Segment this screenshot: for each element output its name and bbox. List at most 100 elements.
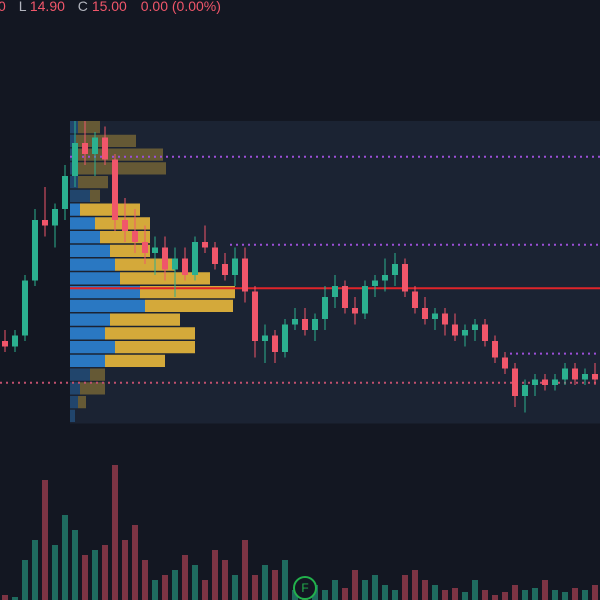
candle-body xyxy=(342,286,348,308)
candle-body xyxy=(362,286,368,314)
candle-body xyxy=(102,137,108,160)
volume-bar xyxy=(52,545,58,600)
volume xyxy=(2,465,598,600)
profile-down-bar xyxy=(105,327,195,340)
profile-up-bar xyxy=(70,244,110,257)
profile-up-bar xyxy=(70,341,115,354)
candle-body xyxy=(542,379,548,385)
low-label: L xyxy=(19,0,27,14)
volume-bar xyxy=(432,585,438,600)
volume-bar xyxy=(142,560,148,600)
candle-body xyxy=(142,242,148,253)
profile-up-bar xyxy=(70,272,120,285)
candle-body xyxy=(122,220,128,231)
candle-body xyxy=(392,264,398,275)
volume-bar xyxy=(592,585,598,600)
candle-body xyxy=(222,264,228,275)
candle-body xyxy=(92,137,98,154)
volume-bar xyxy=(92,550,98,600)
volume-bar xyxy=(402,575,408,600)
volume-bar xyxy=(212,550,218,600)
volume-bar xyxy=(242,540,248,600)
high-tail: 0 xyxy=(0,0,6,14)
profile-up-bar xyxy=(70,231,100,244)
profile-down-bar xyxy=(90,189,100,202)
profile-up-bar xyxy=(70,327,105,340)
profile-down-bar xyxy=(115,341,195,354)
candle-body xyxy=(112,159,118,220)
profile-up-bar xyxy=(70,121,78,134)
profile-down-bar xyxy=(110,244,150,257)
volume-bar xyxy=(102,545,108,600)
markers: F xyxy=(293,576,317,600)
volume-bar xyxy=(372,575,378,600)
volume-bar xyxy=(462,592,468,600)
volume-bar xyxy=(112,465,118,600)
profile-up-bar xyxy=(70,382,80,395)
candle-body xyxy=(252,291,258,341)
candle-body xyxy=(272,335,278,352)
volume-bar xyxy=(262,565,268,600)
profile-down-bar xyxy=(145,299,233,312)
profile-up-bar xyxy=(70,368,90,381)
volume-bar xyxy=(72,530,78,600)
candle-body xyxy=(12,335,18,347)
profile-down-bar xyxy=(74,162,166,175)
candle-body xyxy=(172,258,178,270)
volume-bar xyxy=(322,590,328,600)
profile-down-bar xyxy=(78,121,100,134)
candle-body xyxy=(32,220,38,281)
volume-bar xyxy=(582,590,588,600)
profile-up-bar xyxy=(70,396,78,409)
candle-body xyxy=(312,319,318,330)
candle-body xyxy=(212,247,218,264)
close-label: C xyxy=(78,0,88,14)
profile-down-bar xyxy=(110,313,180,326)
volume-bar xyxy=(132,525,138,600)
volume-bar xyxy=(422,580,428,600)
profile-down-bar xyxy=(115,258,175,271)
candle-body xyxy=(42,220,48,226)
profile-up-bar xyxy=(70,258,115,271)
volume-bar xyxy=(562,592,568,600)
volume-bar xyxy=(362,580,368,600)
candle-body xyxy=(562,368,568,380)
candle-body xyxy=(302,319,308,330)
candle-body xyxy=(402,264,408,292)
volume-bar xyxy=(82,555,88,600)
profile-down-bar xyxy=(78,396,86,409)
candle-body xyxy=(592,374,598,380)
candle-body xyxy=(82,143,88,154)
volume-bar xyxy=(2,595,8,600)
volume-bar xyxy=(152,580,158,600)
volume-bar xyxy=(492,595,498,600)
candle-body xyxy=(572,368,578,380)
volume-bar xyxy=(232,575,238,600)
candle-body xyxy=(132,231,138,242)
candle-body xyxy=(202,242,208,248)
candle-body xyxy=(242,258,248,292)
volume-bar xyxy=(272,570,278,600)
volume-bar xyxy=(442,590,448,600)
candle-body xyxy=(192,242,198,275)
volume-bar xyxy=(532,588,538,600)
candle-body xyxy=(482,324,488,341)
candle-body xyxy=(72,143,78,176)
volume-bar xyxy=(552,590,558,600)
candles xyxy=(2,121,598,413)
candle-body xyxy=(522,385,528,396)
candle-body xyxy=(162,247,168,270)
profile-up-bar xyxy=(70,134,76,147)
profile-down-bar xyxy=(80,382,105,395)
profile-down-bar xyxy=(80,203,140,216)
candle-body xyxy=(372,280,378,286)
candle-body xyxy=(152,247,158,253)
profile-up-bar xyxy=(70,203,80,216)
volume-bar xyxy=(62,515,68,600)
volume-bar xyxy=(182,555,188,600)
profile-up-bar xyxy=(70,189,90,202)
candle-body xyxy=(582,374,588,380)
candle-body xyxy=(282,324,288,352)
